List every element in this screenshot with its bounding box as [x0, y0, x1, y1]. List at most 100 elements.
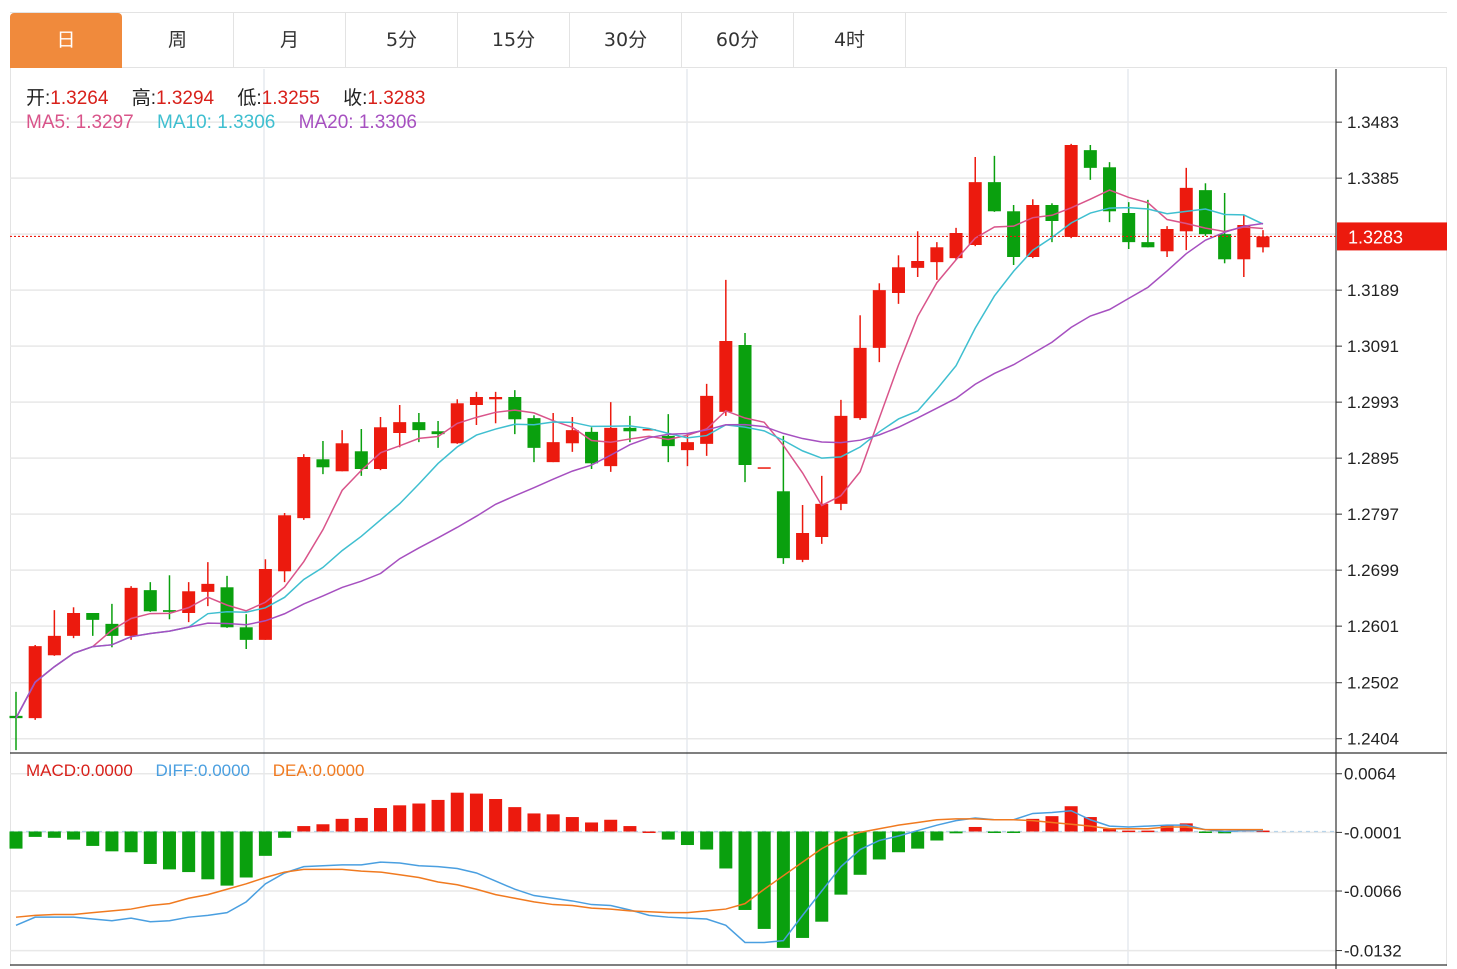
- tab-4hour[interactable]: 4时: [794, 13, 906, 68]
- macd-bar: [508, 807, 522, 832]
- candle-up: [834, 415, 848, 504]
- macd-bar: [1045, 816, 1059, 832]
- macd-bar: [239, 831, 253, 878]
- chart-frame: [10, 68, 1447, 966]
- dea-value: 0.0000: [312, 761, 365, 780]
- candle-up: [930, 247, 944, 263]
- macd-bar: [1103, 828, 1117, 832]
- candle-up: [201, 583, 215, 592]
- macd-bar: [853, 831, 867, 875]
- macd-bar: [450, 792, 464, 832]
- macd-bar: [1026, 818, 1040, 832]
- candle-down: [431, 431, 445, 435]
- tab-week[interactable]: 周: [122, 13, 234, 68]
- candle-down: [1007, 211, 1021, 257]
- tab-15min[interactable]: 15分: [458, 13, 570, 68]
- candle-up: [546, 442, 560, 463]
- macd-bar: [604, 819, 618, 832]
- macd-bar: [623, 826, 637, 832]
- macd-bar: [1007, 831, 1021, 833]
- candle-down: [1218, 234, 1232, 260]
- ma20-value: 1.3306: [358, 112, 417, 133]
- macd-bar: [834, 831, 848, 895]
- candle-up: [124, 587, 138, 636]
- macd-bar: [489, 799, 503, 832]
- y-tick-label: 1.2895: [1347, 449, 1399, 468]
- candle-up: [911, 261, 925, 268]
- macd-bar: [738, 831, 752, 910]
- macd-bar: [431, 799, 445, 832]
- tab-30min[interactable]: 30分: [570, 13, 682, 68]
- macd-bar: [1122, 830, 1136, 833]
- tab-month[interactable]: 月: [234, 13, 346, 68]
- candle-down: [623, 427, 637, 432]
- open-label: 开:: [26, 88, 51, 109]
- macd-bar: [527, 813, 541, 832]
- candle-up: [335, 443, 349, 472]
- candle-down: [86, 613, 100, 620]
- candle-up: [642, 429, 656, 431]
- macd-bar: [220, 831, 234, 886]
- candle-up: [853, 347, 867, 419]
- macd-bar: [700, 831, 714, 850]
- candle-down: [220, 587, 234, 628]
- candle-up: [1179, 187, 1193, 232]
- candle-down: [508, 397, 522, 420]
- dea-label: DEA:: [272, 761, 313, 780]
- ma10-value: 1.3306: [217, 112, 276, 133]
- candle-up: [393, 422, 407, 433]
- macd-bar: [911, 831, 925, 849]
- candle-down: [738, 345, 752, 465]
- candle-up: [182, 591, 196, 613]
- y-tick-label: 1.3091: [1347, 337, 1399, 356]
- macd-bar: [930, 831, 944, 841]
- candle-down: [354, 451, 368, 469]
- macd-bar: [1198, 831, 1212, 833]
- candle-up: [374, 427, 388, 469]
- current-price-label: 1.3283: [1348, 227, 1403, 247]
- macd-bar: [987, 831, 1001, 833]
- y-tick-label: 1.3189: [1347, 281, 1399, 300]
- high-value: 1.3294: [155, 88, 215, 109]
- macd-bar: [28, 831, 42, 837]
- close-value: 1.3283: [367, 88, 426, 109]
- macd-bar: [872, 831, 886, 860]
- candle-down: [987, 182, 1001, 212]
- macd-y-tick-label: -0.0066: [1344, 882, 1402, 901]
- macd-bar: [546, 814, 560, 832]
- macd-legend: MACD:0.0000 DIFF:0.0000 DEA:0.0000: [26, 761, 364, 781]
- macd-bar: [335, 818, 349, 832]
- macd-bar: [278, 831, 292, 838]
- ma5-legend: MA5: 1.3297: [26, 112, 134, 133]
- y-tick-label: 1.2797: [1347, 505, 1399, 524]
- macd-value: 0.0000: [80, 761, 133, 780]
- macd-bar: [316, 824, 330, 832]
- candle-up: [968, 182, 982, 245]
- candle-down: [143, 590, 157, 612]
- tab-day[interactable]: 日: [10, 13, 122, 68]
- ma10-line: [15, 206, 1264, 719]
- candle-up: [278, 515, 292, 572]
- macd-bar: [354, 817, 368, 832]
- macd-bar: [776, 831, 790, 948]
- candle-down: [1122, 213, 1136, 243]
- candle-up: [297, 457, 311, 519]
- ma10-label: MA10:: [157, 112, 212, 133]
- macd-bar: [1160, 825, 1174, 832]
- tab-5min[interactable]: 5分: [346, 13, 458, 68]
- candle-up: [1160, 229, 1174, 252]
- tab-60min[interactable]: 60分: [682, 13, 794, 68]
- candle-down: [239, 627, 253, 640]
- close-label: 收:: [343, 88, 368, 109]
- macd-bar: [680, 831, 694, 846]
- y-tick-label: 1.2993: [1347, 393, 1399, 412]
- y-tick-label: 1.3483: [1347, 113, 1399, 132]
- macd-bar: [124, 831, 138, 853]
- candle-up: [1064, 145, 1078, 237]
- candle-up: [1026, 205, 1040, 257]
- macd-bar: [412, 803, 426, 832]
- candle-up: [700, 395, 714, 444]
- macd-label: MACD:: [26, 761, 81, 780]
- macd-bar: [182, 831, 196, 873]
